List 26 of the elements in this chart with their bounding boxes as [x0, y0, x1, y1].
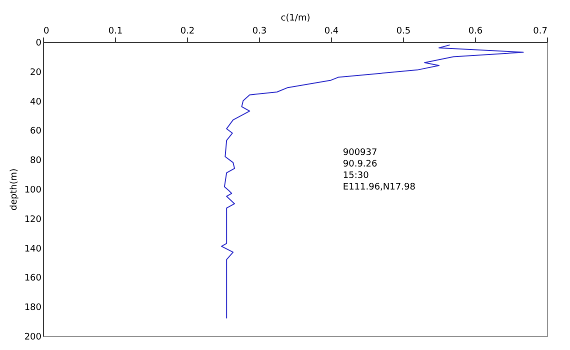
annotation: E111.96,N17.98: [342, 182, 416, 192]
annotation: 90.9.26: [342, 159, 378, 170]
x-tick-label: 0.6: [468, 26, 483, 36]
x-tick-label: 0: [44, 26, 50, 36]
y-tick-label: 100: [24, 186, 42, 196]
y-tick-label: 200: [24, 332, 42, 342]
y-tick-label: 160: [24, 274, 42, 284]
x-axis-title: c(1/m): [280, 14, 310, 24]
y-tick-label: 40: [30, 97, 42, 108]
annotation: 900937: [342, 148, 378, 158]
x-tick-label: 0.2: [180, 26, 195, 36]
x-tick-label: 0.1: [108, 26, 123, 36]
y-tick-label: 80: [30, 156, 42, 166]
y-axis-title: depth(m): [9, 168, 20, 210]
x-tick-label: 0.7: [533, 26, 548, 36]
y-tick-label: 0: [36, 38, 42, 48]
x-tick-label: 0.3: [252, 26, 267, 36]
x-tick-label: 0.4: [324, 26, 339, 36]
y-tick-label: 60: [30, 126, 42, 137]
y-tick-label: 140: [24, 244, 42, 254]
x-tick-label: 0.5: [396, 26, 411, 36]
y-tick-label: 120: [24, 214, 42, 225]
y-tick-label: 20: [30, 68, 42, 78]
line-series: [221, 44, 524, 319]
annotation: 15:30: [342, 170, 370, 181]
y-tick-label: 180: [24, 303, 42, 314]
